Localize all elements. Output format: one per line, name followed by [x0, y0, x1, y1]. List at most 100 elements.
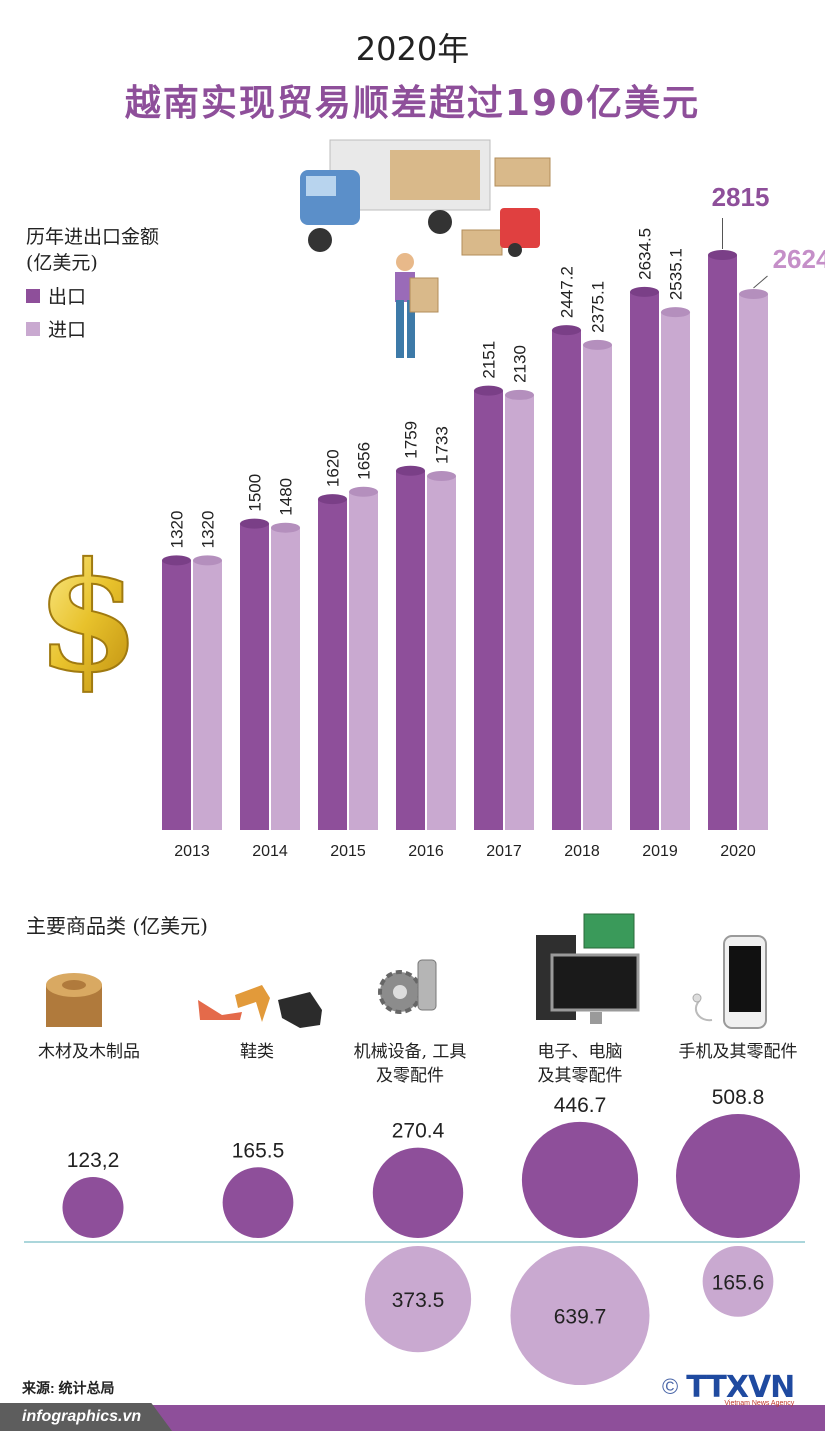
bar-2018-1	[583, 344, 612, 830]
worker-illustration	[395, 253, 439, 358]
value-label-2014-0: 1500	[246, 474, 265, 512]
bubble-import-3	[510, 1246, 650, 1386]
value-label-2015-1: 1656	[355, 442, 374, 480]
bar-2014-1	[271, 527, 300, 830]
value-label-2017-0: 2151	[480, 341, 499, 379]
value-label-2019-0: 2634.5	[636, 228, 655, 280]
legend-unit: (亿美元)	[26, 252, 98, 274]
x-tick-2015: 2015	[330, 843, 366, 860]
product-label-machinery-line2: 及零配件	[376, 1066, 444, 1086]
bar-2019-1	[661, 312, 690, 830]
bar-cap-2020-1	[739, 289, 768, 300]
bar-cap-2013-0	[162, 555, 191, 566]
bar-2013-0	[162, 560, 191, 830]
source-note: 来源: 统计总局	[22, 1380, 115, 1396]
bubble-export-label-4: 508.8	[712, 1086, 765, 1109]
bar-2016-1	[427, 476, 456, 830]
bubble-export-label-1: 165.5	[232, 1139, 285, 1162]
product-label-machinery-line1: 机械设备, 工具	[353, 1042, 467, 1062]
bubble-import-2	[364, 1246, 472, 1353]
legend-label-import: 进口	[48, 320, 87, 341]
x-tick-2013: 2013	[174, 843, 210, 860]
phone-icon	[692, 935, 767, 1029]
bar-cap-2020-0	[708, 250, 737, 260]
bar-2017-1	[505, 394, 534, 830]
bar-2020-1	[739, 294, 768, 830]
x-tick-2014: 2014	[252, 843, 288, 860]
bubble-export-label-3: 446.7	[554, 1094, 607, 1117]
bar-cap-2014-0	[240, 518, 269, 529]
bar-2015-0	[318, 499, 347, 830]
value-label-2020-0: 2815	[712, 182, 770, 212]
bubble-export-4	[676, 1114, 800, 1238]
bar-2015-1	[349, 491, 378, 830]
bubble-import-4	[702, 1246, 774, 1317]
wood-icon	[46, 973, 102, 1027]
x-tick-2016: 2016	[408, 843, 444, 860]
agency-logo: © TTXVN Vietnam News Agency	[662, 1370, 795, 1408]
bubble-export-label-0: 123,2	[67, 1149, 120, 1172]
main-title: 越南实现贸易顺差超过190亿美元	[124, 83, 701, 124]
agency-subtitle: Vietnam News Agency	[724, 1400, 795, 1407]
product-label-phones-line1: 手机及其零配件	[678, 1042, 798, 1062]
bar-2019-0	[630, 291, 659, 830]
bar-cap-2019-1	[661, 307, 690, 318]
shoes-icon	[198, 985, 322, 1028]
bar-2020-0	[708, 255, 737, 830]
value-label-2016-0: 1759	[402, 421, 421, 459]
bar-2014-0	[240, 523, 269, 830]
bar-cap-2014-1	[271, 522, 300, 533]
product-label-wood-line1: 木材及木制品	[38, 1042, 140, 1062]
product-label-electronics-line2: 及其零配件	[537, 1066, 623, 1086]
bar-cap-2018-1	[583, 339, 612, 350]
value-label-2018-0: 2447.2	[558, 266, 577, 318]
bar-2017-0	[474, 390, 503, 830]
x-tick-2019: 2019	[642, 843, 678, 860]
product-label-machinery: 机械设备, 工具 及零配件	[330, 1040, 490, 1088]
x-tick-2020: 2020	[720, 843, 756, 860]
bar-2013-1	[193, 560, 222, 830]
bubble-import-label-2: 373.5	[392, 1289, 445, 1312]
bubble-export-0	[62, 1176, 124, 1238]
value-label-2016-1: 1733	[433, 426, 452, 464]
legend-item-import: 进口	[26, 315, 159, 342]
value-leader-2020-1	[753, 275, 768, 289]
site-name[interactable]: infographics.vn	[0, 1403, 172, 1431]
product-label-electronics: 电子、电脑 及其零配件	[500, 1040, 660, 1088]
value-label-2019-1: 2535.1	[667, 248, 686, 300]
bubble-export-1	[222, 1167, 294, 1239]
legend-item-export: 出口	[26, 282, 159, 309]
computer-icon	[536, 913, 640, 1024]
bubble-export-2	[372, 1147, 464, 1238]
products-title: 主要商品类 (亿美元)	[26, 914, 208, 938]
bar-cap-2017-1	[505, 389, 534, 400]
bubble-import-label-3: 639.7	[554, 1306, 607, 1329]
value-label-2017-1: 2130	[511, 345, 530, 383]
bar-cap-2016-0	[396, 465, 425, 476]
agency-name: TTXVN	[686, 1370, 795, 1405]
legend-label-export: 出口	[48, 287, 87, 308]
legend: 历年进出口金额 (亿美元) 出口 进口	[26, 224, 159, 342]
bar-cap-2019-0	[630, 286, 659, 297]
bar-cap-2018-0	[552, 325, 581, 336]
bar-cap-2016-1	[427, 471, 456, 482]
product-label-phones: 手机及其零配件	[658, 1040, 818, 1064]
value-label-2020-1: 2624	[773, 244, 825, 274]
value-label-2015-0: 1620	[324, 449, 343, 487]
bar-cap-2015-1	[349, 486, 378, 497]
bubble-export-3	[521, 1121, 639, 1239]
value-label-2018-1: 2375.1	[589, 281, 608, 333]
product-label-electronics-line1: 电子、电脑	[537, 1042, 623, 1062]
bar-cap-2017-0	[474, 385, 503, 396]
value-label-2014-1: 1480	[277, 478, 296, 516]
bar-cap-2015-0	[318, 494, 347, 505]
copyright-icon: ©	[662, 1374, 679, 1399]
legend-title: 历年进出口金额	[26, 226, 160, 248]
year-title: 2020年	[355, 30, 470, 68]
legend-swatch-export	[26, 288, 40, 303]
bubble-import-label-4: 165.6	[712, 1271, 765, 1294]
bar-2018-0	[552, 330, 581, 830]
value-label-2013-0: 1320	[168, 511, 187, 549]
machinery-icon	[378, 959, 437, 1014]
